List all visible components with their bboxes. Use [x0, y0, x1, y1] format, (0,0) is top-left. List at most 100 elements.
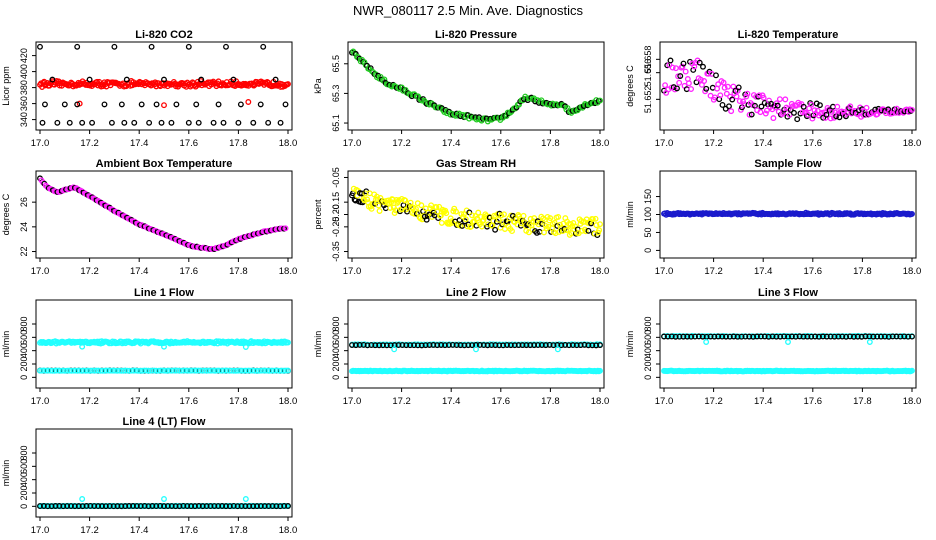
data-point-co2-black — [223, 43, 229, 50]
data-point-rh — [430, 209, 437, 216]
data-point-line3-black — [866, 333, 873, 340]
x-tick-label: 17.0 — [343, 266, 362, 277]
x-tick-label: 17.0 — [31, 396, 50, 407]
data-point-line1-cyan-base — [282, 367, 289, 374]
data-point-line4-black — [145, 503, 152, 510]
data-point-line4-black — [199, 503, 206, 510]
data-point-line3-black — [746, 333, 753, 340]
y-tick-label: 0 — [643, 375, 653, 380]
data-point-rh — [431, 212, 438, 219]
data-point-temperature — [748, 111, 755, 118]
data-point-line4-black — [215, 503, 222, 509]
y-axis-label: ml/min — [1, 460, 11, 487]
data-point-co2-black — [265, 119, 272, 126]
chart-sample-flow: Sample Flow ml/min 17.0 17.2 17.4 17.6 17.8 18.… — [625, 158, 921, 277]
data-point-temperature — [842, 113, 849, 120]
data-point-line2-black — [426, 342, 433, 348]
data-point-line3-black — [850, 333, 857, 340]
data-point-rh — [509, 228, 515, 235]
data-point-line4-black — [277, 503, 284, 510]
data-point-temperature — [760, 94, 767, 101]
chart-line1-flow: Line 1 Flow ml/min 17.0 17.2 17.4 17.6 17.8 18.… — [1, 287, 297, 407]
data-point-rh — [520, 212, 527, 219]
data-point-line4-black — [203, 503, 210, 510]
data-point-pressure — [367, 65, 374, 72]
data-point-temperature — [676, 79, 683, 86]
data-point-line3-black — [781, 333, 788, 340]
data-point-line3-black — [777, 333, 784, 340]
data-point-temperature — [733, 93, 740, 100]
data-point-line4-black — [130, 503, 136, 509]
data-point-temperature — [863, 104, 870, 111]
data-point-line4-black — [37, 503, 43, 510]
data-point-line4-black — [254, 503, 260, 510]
data-point-rh — [565, 226, 571, 233]
data-point-line3-black — [909, 333, 915, 340]
data-point-line2-black — [527, 342, 534, 349]
data-point-temperature — [734, 87, 741, 94]
data-point-line4-black — [234, 503, 241, 510]
data-point-line2-black — [500, 342, 507, 349]
data-point-line2-black — [546, 341, 553, 348]
data-point-co2-black — [49, 76, 56, 83]
data-point-co2-black — [257, 101, 264, 108]
data-point-line3-cyan-low — [866, 339, 873, 345]
data-point-line3-black — [881, 333, 888, 340]
data-point-line3-black — [668, 333, 675, 340]
data-point-line3-black — [750, 333, 757, 340]
data-point-co2-black — [66, 119, 73, 126]
x-tick-label: 17.4 — [130, 138, 149, 149]
y-tick-label: 360 — [19, 96, 29, 111]
y-tick-label: 400 — [19, 64, 29, 79]
data-point-line4-black — [238, 503, 245, 510]
plot-frame — [347, 299, 605, 389]
data-point-line2-black — [403, 342, 410, 349]
data-point-rh — [582, 228, 589, 235]
data-point-line3-black — [889, 333, 896, 340]
data-point-line3-black — [661, 333, 667, 340]
x-tick-label: 17.2 — [80, 266, 99, 277]
data-point-co2-outliers — [161, 102, 167, 109]
data-point-rh — [557, 221, 563, 228]
data-point-line4-black — [211, 503, 218, 509]
plot-frame — [35, 428, 293, 518]
data-point-line4-black — [192, 503, 198, 510]
x-tick-label: 17.0 — [31, 525, 50, 536]
data-point-line4-black — [281, 503, 288, 509]
data-point-line2-black — [372, 342, 379, 349]
data-point-line2-black — [597, 342, 603, 349]
x-tick-label: 18.0 — [591, 266, 610, 277]
x-tick-label: 18.0 — [903, 266, 922, 277]
data-point-temperature — [823, 111, 830, 118]
data-point-line2-black — [581, 341, 588, 348]
x-tick-label: 18.0 — [279, 266, 298, 277]
data-point-co2-black — [272, 76, 279, 83]
chart-title: Li-820 CO2 — [135, 29, 192, 41]
data-point-line3-black — [905, 333, 912, 340]
chart-title: Line 4 (LT) Flow — [123, 416, 206, 428]
x-tick-label: 18.0 — [903, 396, 922, 407]
y-axis-label: ml/min — [625, 201, 635, 228]
data-point-line3-black — [699, 333, 706, 340]
y-axis-label: degrees C — [1, 193, 11, 235]
data-point-temperature — [717, 92, 724, 99]
data-point-line3-black — [819, 333, 826, 340]
data-point-line4-black — [261, 503, 268, 510]
y-tick-label: 0 — [643, 248, 653, 253]
y-axis-label: Licor ppm — [1, 66, 11, 106]
data-point-line4-black — [273, 503, 280, 510]
data-point-line2-black — [445, 342, 452, 349]
data-point-line4-black — [137, 503, 144, 509]
data-point-line3-black — [788, 333, 795, 340]
data-point-line4-black — [195, 503, 202, 509]
data-point-rh — [533, 229, 540, 236]
chart-grid: Li-820 CO2 Licor ppm 17.0 17.2 17.4 17.6 17.8 1… — [1, 29, 921, 536]
data-point-line4-black — [161, 503, 167, 510]
data-point-line2-black — [422, 342, 429, 349]
data-point-temperature — [808, 101, 815, 108]
data-point-line4-black — [207, 503, 214, 510]
data-point-co2-black — [161, 76, 167, 83]
data-point-pressure — [378, 76, 385, 83]
y-tick-label: 400 — [331, 343, 341, 358]
y-tick-label: 51.658 — [643, 46, 653, 74]
